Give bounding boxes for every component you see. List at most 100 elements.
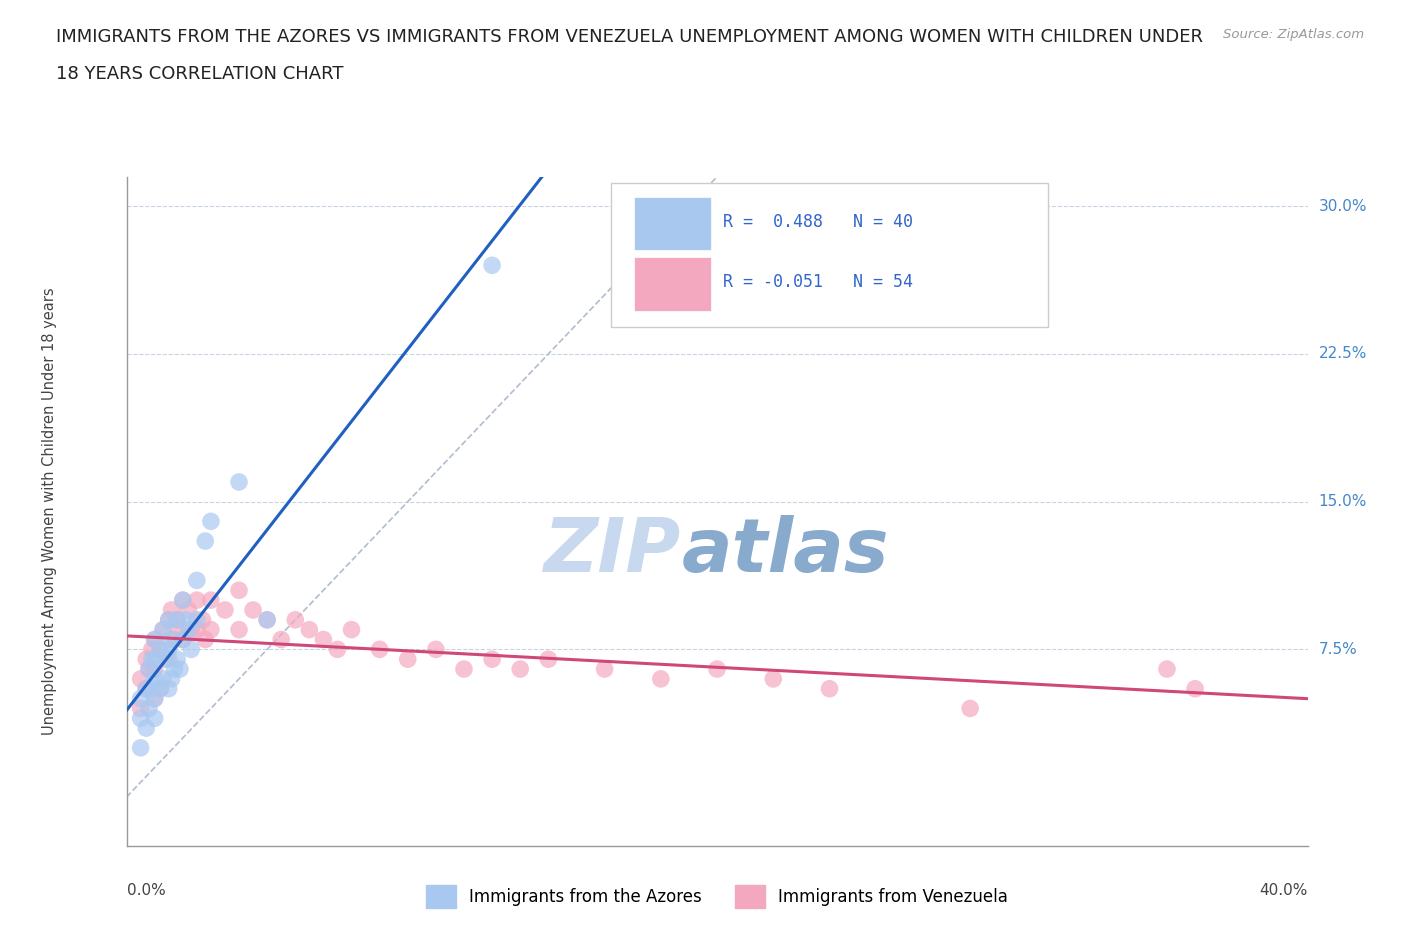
Point	[143, 691, 166, 706]
Point	[818, 682, 841, 697]
Point	[706, 661, 728, 676]
Point	[481, 258, 503, 272]
Point	[163, 661, 186, 676]
Point	[186, 622, 208, 637]
Point	[143, 691, 166, 706]
Point	[228, 474, 250, 489]
Point	[152, 671, 174, 686]
Point	[163, 632, 186, 647]
Point	[214, 603, 236, 618]
Point	[174, 612, 197, 627]
Point	[453, 661, 475, 676]
Point	[762, 671, 785, 686]
Point	[284, 612, 307, 627]
Text: Unemployment Among Women with Children Under 18 years: Unemployment Among Women with Children U…	[42, 287, 58, 736]
Text: 22.5%: 22.5%	[1319, 347, 1367, 362]
Point	[129, 740, 152, 755]
Point	[129, 671, 152, 686]
Point	[959, 701, 981, 716]
Point	[200, 592, 222, 607]
Point	[135, 682, 157, 697]
Point	[312, 632, 335, 647]
Point	[1184, 682, 1206, 697]
Point	[425, 642, 447, 657]
FancyBboxPatch shape	[610, 183, 1047, 327]
FancyBboxPatch shape	[634, 197, 711, 250]
Point	[149, 682, 172, 697]
Point	[143, 652, 166, 667]
Point	[194, 534, 217, 549]
Point	[186, 592, 208, 607]
Point	[149, 642, 172, 657]
Point	[138, 661, 160, 676]
Point	[166, 612, 188, 627]
Point	[256, 612, 278, 627]
Point	[481, 652, 503, 667]
Point	[141, 652, 163, 667]
Legend: Immigrants from the Azores, Immigrants from Venezuela: Immigrants from the Azores, Immigrants f…	[419, 878, 1015, 915]
Point	[340, 622, 363, 637]
Point	[138, 701, 160, 716]
Point	[298, 622, 321, 637]
Point	[141, 642, 163, 657]
Point	[172, 632, 194, 647]
Point	[166, 652, 188, 667]
Text: 30.0%: 30.0%	[1319, 199, 1367, 214]
Text: 15.0%: 15.0%	[1319, 494, 1367, 509]
Point	[149, 682, 172, 697]
Point	[166, 612, 188, 627]
Point	[160, 671, 183, 686]
Point	[177, 603, 200, 618]
Point	[141, 682, 163, 697]
Point	[172, 592, 194, 607]
Point	[242, 603, 264, 618]
Point	[135, 682, 157, 697]
Text: atlas: atlas	[682, 515, 889, 588]
Point	[157, 612, 180, 627]
Point	[129, 711, 152, 725]
Point	[180, 622, 202, 637]
Point	[180, 642, 202, 657]
Text: R =  0.488   N = 40: R = 0.488 N = 40	[723, 213, 912, 232]
Point	[186, 612, 208, 627]
Text: 0.0%: 0.0%	[127, 884, 166, 898]
Text: 18 YEARS CORRELATION CHART: 18 YEARS CORRELATION CHART	[56, 65, 343, 83]
Point	[143, 632, 166, 647]
Point	[143, 632, 166, 647]
Point	[155, 652, 177, 667]
Point	[191, 612, 214, 627]
Text: ZIP: ZIP	[544, 515, 682, 588]
Point	[157, 642, 180, 657]
Text: Source: ZipAtlas.com: Source: ZipAtlas.com	[1223, 28, 1364, 41]
Point	[200, 622, 222, 637]
Point	[537, 652, 560, 667]
Point	[593, 661, 616, 676]
Point	[138, 661, 160, 676]
Point	[1156, 661, 1178, 676]
Point	[152, 622, 174, 637]
Point	[169, 622, 191, 637]
Point	[129, 691, 152, 706]
Point	[149, 642, 172, 657]
Text: R = -0.051   N = 54: R = -0.051 N = 54	[723, 273, 912, 291]
Point	[169, 661, 191, 676]
Text: 40.0%: 40.0%	[1260, 884, 1308, 898]
Point	[172, 632, 194, 647]
Point	[186, 573, 208, 588]
Text: 7.5%: 7.5%	[1319, 642, 1357, 657]
Point	[509, 661, 531, 676]
Point	[200, 514, 222, 529]
Point	[172, 592, 194, 607]
Point	[177, 622, 200, 637]
Point	[326, 642, 349, 657]
Point	[157, 612, 180, 627]
Point	[129, 701, 152, 716]
Point	[135, 721, 157, 736]
Point	[143, 661, 166, 676]
Point	[135, 652, 157, 667]
Point	[270, 632, 292, 647]
Point	[143, 711, 166, 725]
Point	[160, 603, 183, 618]
Point	[157, 652, 180, 667]
Point	[157, 682, 180, 697]
